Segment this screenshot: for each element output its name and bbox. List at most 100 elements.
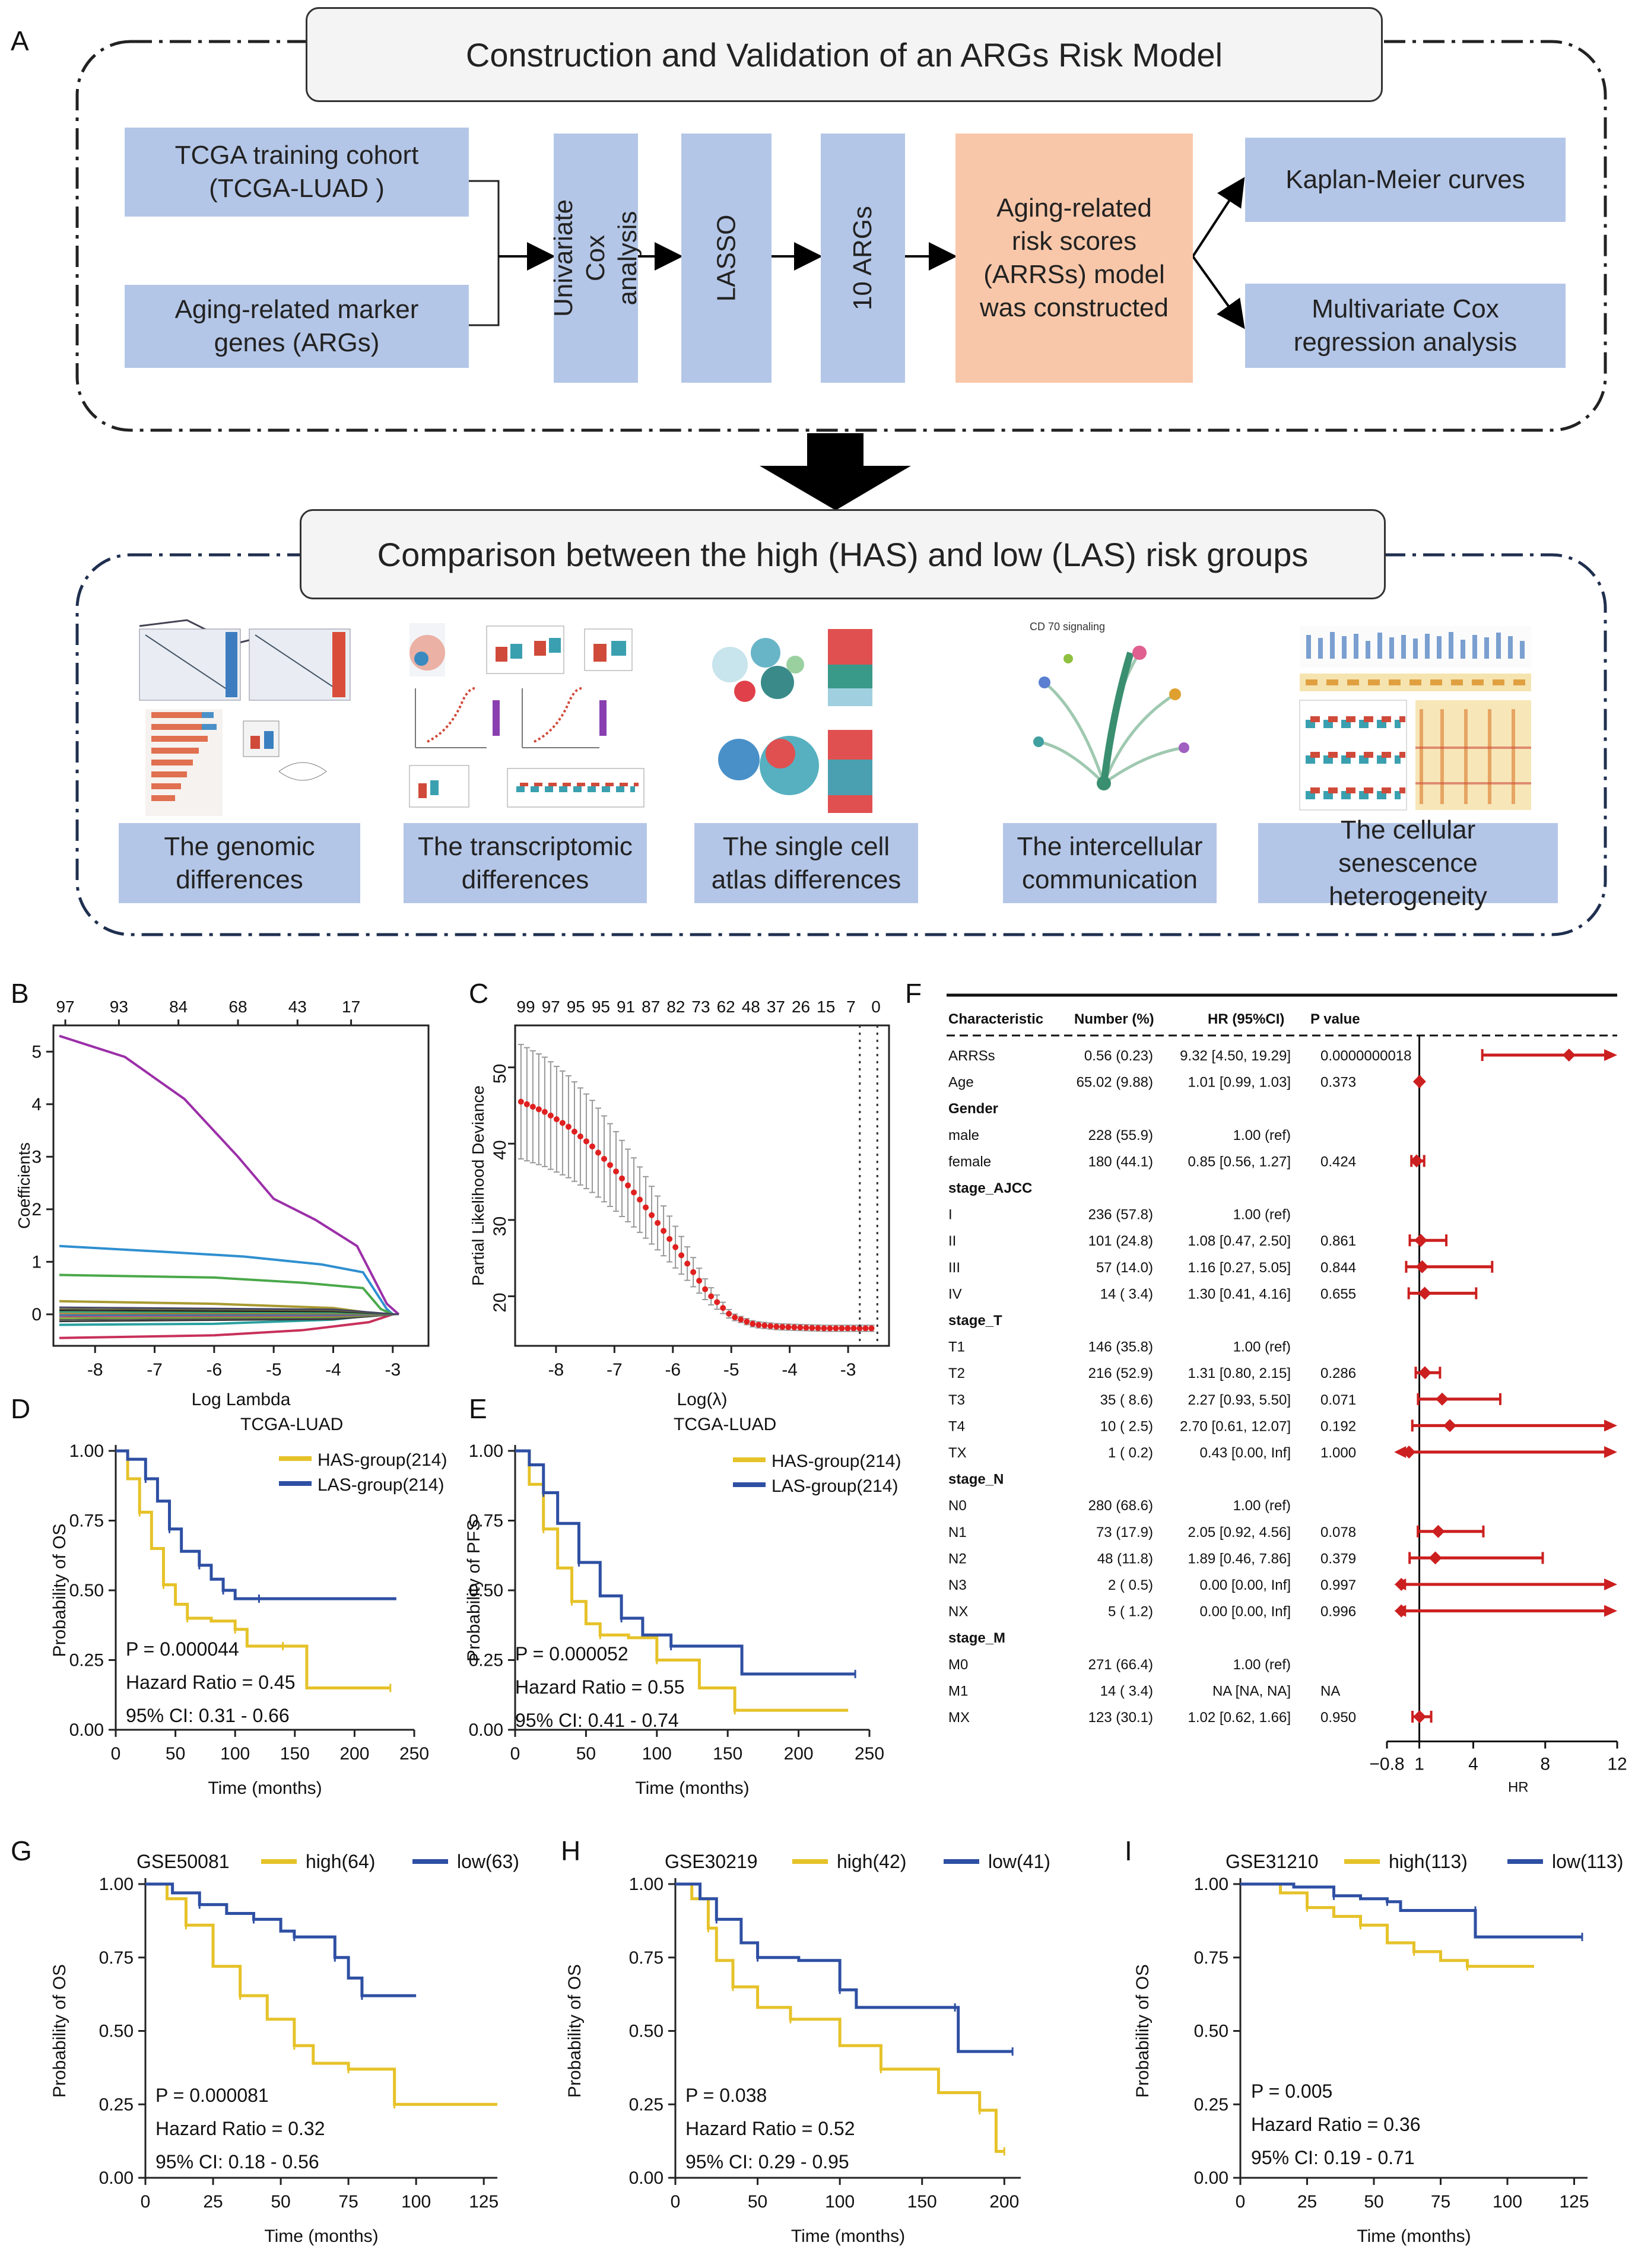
x-axis-label: Time (months) (264, 2226, 378, 2246)
top-tick-label: 84 (169, 998, 188, 1016)
forest-row-p: NA (1320, 1683, 1340, 1699)
deviance-point (755, 1322, 762, 1328)
forest-header: HR (95%CI) (1208, 1011, 1284, 1027)
forest-row-number: 48 (11.8) (1097, 1551, 1153, 1567)
stat-text: Hazard Ratio = 0.55 (515, 1676, 685, 1698)
deviance-point (518, 1098, 524, 1105)
deviance-point (613, 1168, 620, 1175)
panel-b-frame (52, 1024, 430, 1347)
top-tick-label: 48 (742, 998, 760, 1016)
coef-path-blue (59, 1244, 394, 1316)
panel-label-f: F (905, 978, 922, 1009)
stat-text: P = 0.000044 (126, 1638, 239, 1660)
y-tick-label: 0.25 (1194, 2095, 1228, 2114)
deviance-point (833, 1325, 839, 1332)
y-tick-label: 0.00 (1194, 2168, 1228, 2188)
legend-label: low(41) (988, 1851, 1050, 1872)
forest-point (1428, 1551, 1442, 1565)
top-tick-label: 73 (691, 998, 710, 1016)
y-axis-label: Probability of OS (565, 1964, 585, 2098)
x-tick-label: 75 (338, 2192, 358, 2212)
forest-header: Number (%) (1074, 1011, 1154, 1027)
forest-row-number: 123 (30.1) (1088, 1710, 1153, 1726)
forest-row-label: N1 (948, 1524, 967, 1540)
deviance-point (553, 1116, 560, 1123)
deviance-point (655, 1219, 661, 1226)
legend-label: low(63) (457, 1851, 519, 1872)
x-tick-label: -8 (548, 1360, 564, 1380)
panel-c-frame (514, 1024, 890, 1347)
forest-row-label: M1 (948, 1683, 968, 1699)
forest-row-hr: 1.02 [0.62, 1.66] (1188, 1710, 1291, 1726)
x-tick-label: 50 (271, 2192, 290, 2212)
panel-label-g: G (11, 1835, 32, 1866)
top-tick-label: 82 (666, 998, 685, 1016)
y-tick-label: 1 (31, 1252, 42, 1272)
km-curve-high (145, 1882, 497, 2106)
y-tick-label: 0.50 (69, 1581, 104, 1600)
deviance-point (850, 1325, 857, 1332)
deviance-point (839, 1325, 845, 1332)
stat-text: Hazard Ratio = 0.36 (1251, 2114, 1421, 2135)
legend-label: LAS-group(214) (772, 1476, 898, 1496)
forest-point (1413, 1710, 1427, 1723)
stat-text: Hazard Ratio = 0.52 (685, 2118, 855, 2139)
deviance-point (589, 1143, 595, 1149)
y-tick-label: 0.25 (99, 2095, 134, 2114)
forest-row-number: 65.02 (9.88) (1077, 1075, 1153, 1091)
forest-row-number: 271 (66.4) (1088, 1657, 1153, 1673)
y-axis-label: Probability of OS (50, 1964, 69, 2098)
km-curve-low (116, 1449, 396, 1600)
deviance-point (678, 1252, 685, 1259)
label-intercellular: The intercellular communication (1003, 823, 1217, 903)
x-tick-label: 0 (671, 2192, 681, 2212)
forest-row-hr: 1.00 (ref) (1233, 1207, 1291, 1223)
forest-ci-arrow (1604, 1049, 1617, 1061)
y-tick-label: 1.00 (469, 1441, 503, 1461)
panel-h: 0.00 0.25 0.50 0.75 1.00 0 50 100 150 200 Time (mo… (565, 1875, 1021, 2246)
forest-ci-arrow (1604, 1605, 1617, 1617)
forest-row-label: female (948, 1154, 991, 1170)
forest-point (1395, 1604, 1408, 1618)
x-tick-label: 150 (280, 1744, 310, 1764)
x-tick-label: 250 (855, 1744, 884, 1764)
top-tick-label: 17 (342, 998, 360, 1016)
forest-point (1418, 1366, 1431, 1380)
deviance-point (785, 1324, 792, 1330)
y-tick-label: 0.75 (69, 1511, 104, 1531)
big-down-arrow (760, 433, 911, 510)
y-tick-label: 30 (490, 1216, 510, 1236)
top-tick-label: 43 (288, 998, 307, 1016)
deviance-point (565, 1123, 572, 1130)
top-tick-label: 95 (592, 998, 610, 1016)
deviance-point (631, 1189, 637, 1196)
x-tick-label: 125 (469, 2192, 499, 2212)
y-tick-label: 1.00 (69, 1441, 104, 1461)
top-tick-label: 91 (617, 998, 635, 1016)
y-tick-label: 0.50 (1194, 2022, 1228, 2041)
forest-row-hr: 1.00 (ref) (1233, 1657, 1291, 1673)
x-axis-label: Time (months) (208, 1778, 322, 1798)
forest-row-label: MX (948, 1710, 970, 1726)
deviance-point (862, 1325, 869, 1332)
forest-row-number: 101 (24.8) (1088, 1233, 1153, 1249)
x-tick-label: 25 (203, 2192, 223, 2212)
forest-x-tick-label: 12 (1607, 1755, 1627, 1774)
deviance-point (856, 1325, 863, 1332)
forest-point (1418, 1287, 1431, 1300)
y-axis-label: Probability of PFS (464, 1519, 484, 1662)
forest-row-hr: 1.30 [0.41, 4.16] (1188, 1286, 1291, 1302)
y-tick-label: 5 (31, 1042, 42, 1062)
forest-row-hr: 2.27 [0.93, 5.50] (1188, 1392, 1291, 1408)
forest-row-p: 0.655 (1320, 1286, 1356, 1302)
deviance-point (583, 1138, 589, 1145)
deviance-point (661, 1228, 667, 1234)
top-tick-label: 68 (228, 998, 247, 1016)
deviance-point (827, 1325, 833, 1332)
deviance-point (577, 1133, 583, 1140)
x-tick-label: -6 (665, 1360, 681, 1380)
km-curve-low (1240, 1882, 1582, 1939)
box-tcga: TCGA training cohort (TCGA-LUAD ) (125, 128, 469, 217)
forest-row-label: T1 (948, 1339, 965, 1355)
forest-row-p: 0.950 (1320, 1710, 1356, 1726)
